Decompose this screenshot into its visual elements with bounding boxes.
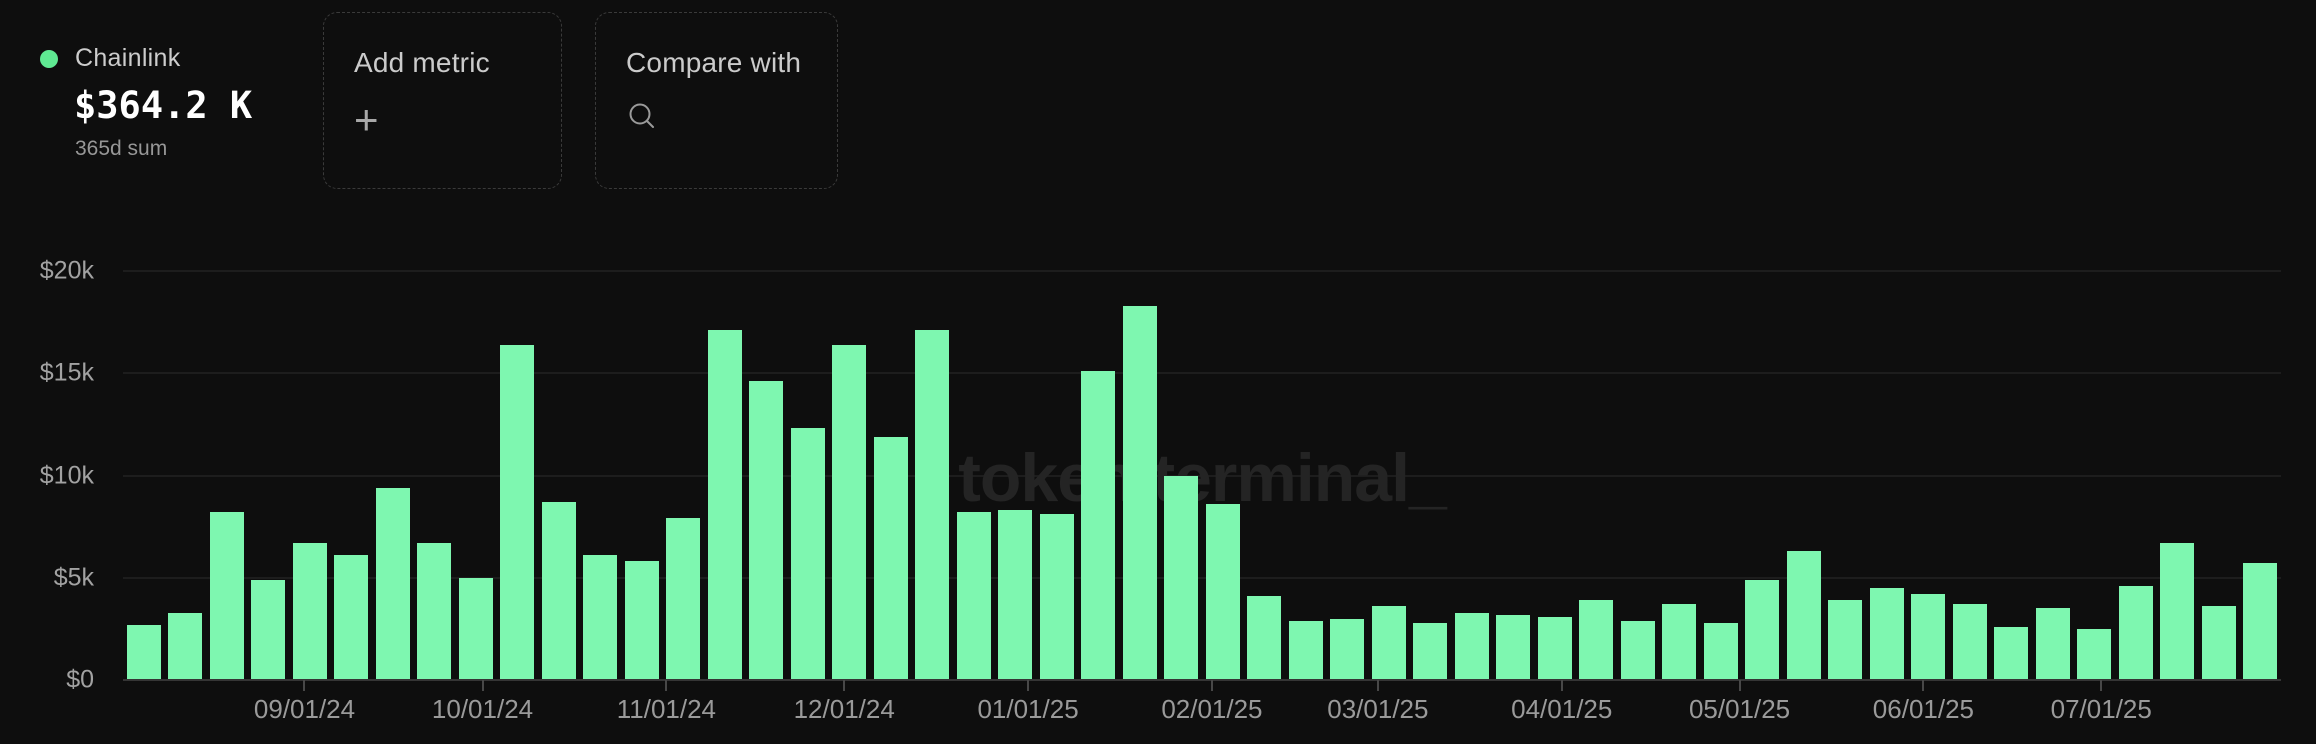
chainlink-legend-dot	[40, 49, 58, 68]
bar-week-46[interactable]	[1994, 626, 2029, 680]
x-axis-label: 02/01/25	[1161, 694, 1263, 724]
bar-week-42[interactable]	[1828, 600, 1863, 680]
gridline-$15k	[123, 372, 2281, 375]
bar-week-7[interactable]	[375, 487, 410, 680]
bar-week-14[interactable]	[666, 518, 701, 680]
bar-week-37[interactable]	[1620, 620, 1655, 680]
x-axis-line	[123, 679, 2281, 681]
bar-week-17[interactable]	[790, 428, 825, 680]
chainlink-legend-label: Chainlink	[75, 44, 181, 72]
x-tick-07/01/25	[2100, 680, 2103, 691]
bar-week-45[interactable]	[1952, 604, 1987, 680]
bar-week-2[interactable]	[168, 612, 203, 680]
x-tick-03/01/25	[1376, 680, 1379, 691]
bar-week-34[interactable]	[1496, 614, 1531, 680]
bar-week-52[interactable]	[2243, 563, 2278, 680]
bar-week-28[interactable]	[1247, 596, 1282, 680]
bar-week-39[interactable]	[1703, 622, 1738, 680]
bar-week-50[interactable]	[2160, 543, 2195, 680]
x-axis-label: 11/01/24	[616, 694, 717, 724]
bar-week-35[interactable]	[1537, 616, 1572, 680]
add-metric-card[interactable]: Add metric +	[323, 12, 562, 189]
bar-week-49[interactable]	[2118, 585, 2153, 680]
search-icon	[629, 103, 654, 128]
token-terminal-watermark: token terminal_	[958, 440, 1447, 516]
x-tick-04/01/25	[1560, 680, 1563, 691]
gridline-$5k	[123, 576, 2281, 579]
bar-week-24[interactable]	[1081, 371, 1116, 680]
bar-week-29[interactable]	[1288, 620, 1323, 680]
bar-week-21[interactable]	[956, 512, 991, 680]
bar-week-48[interactable]	[2077, 628, 2112, 680]
bar-week-22[interactable]	[998, 510, 1033, 680]
bar-week-25[interactable]	[1122, 305, 1157, 680]
bar-week-31[interactable]	[1371, 606, 1406, 680]
y-axis-label: $0	[66, 665, 94, 694]
bar-week-19[interactable]	[873, 436, 908, 680]
bar-week-15[interactable]	[707, 330, 742, 680]
bar-week-20[interactable]	[915, 330, 950, 680]
compare-with-card[interactable]: Compare with	[595, 12, 838, 189]
bar-week-23[interactable]	[1039, 514, 1074, 680]
x-tick-06/01/25	[1922, 680, 1925, 691]
bar-week-32[interactable]	[1413, 622, 1448, 680]
bar-week-41[interactable]	[1786, 551, 1821, 680]
x-tick-11/01/24	[665, 680, 668, 691]
compare-with-label: Compare with	[626, 47, 802, 78]
bar-week-51[interactable]	[2201, 606, 2236, 680]
bar-week-26[interactable]	[1164, 475, 1199, 680]
x-axis-label: 03/01/25	[1327, 694, 1429, 724]
y-axis-label: $15k	[39, 358, 94, 387]
x-tick-02/01/25	[1210, 680, 1213, 691]
bar-week-30[interactable]	[1330, 618, 1365, 680]
x-tick-01/01/25	[1027, 680, 1030, 691]
bar-week-47[interactable]	[2035, 608, 2070, 680]
x-axis-label: 10/01/24	[431, 694, 534, 724]
chainlink-legend[interactable]: Chainlink	[40, 44, 181, 73]
bar-week-13[interactable]	[624, 561, 659, 680]
bar-week-33[interactable]	[1454, 612, 1489, 680]
metric-total-value: $364.2 K	[74, 84, 253, 127]
x-axis-label: 09/01/24	[253, 694, 356, 724]
y-axis-label: $10k	[39, 461, 94, 489]
bar-week-11[interactable]	[541, 502, 576, 680]
x-axis-label: 05/01/25	[1688, 694, 1791, 724]
bar-week-40[interactable]	[1745, 579, 1780, 680]
bar-week-12[interactable]	[583, 555, 618, 680]
x-tick-12/01/24	[843, 680, 846, 691]
bar-week-5[interactable]	[292, 543, 327, 680]
bar-week-43[interactable]	[1869, 587, 1904, 680]
x-tick-10/01/24	[481, 680, 484, 691]
x-axis-label: 12/01/24	[793, 694, 895, 724]
x-axis-label: 04/01/25	[1511, 694, 1613, 724]
x-axis-label: 07/01/25	[2050, 694, 2152, 724]
metric-total-caption: 365d sum	[75, 137, 168, 160]
bar-week-44[interactable]	[1911, 594, 1946, 680]
add-metric-label: Add metric	[354, 47, 490, 78]
bar-week-10[interactable]	[500, 344, 535, 680]
y-axis-label: $20k	[39, 256, 94, 285]
x-axis-label: 06/01/25	[1872, 694, 1975, 724]
bar-week-36[interactable]	[1579, 600, 1614, 680]
bar-week-27[interactable]	[1205, 504, 1240, 680]
x-tick-05/01/25	[1738, 680, 1741, 691]
x-tick-09/01/24	[303, 680, 306, 691]
bar-week-38[interactable]	[1662, 604, 1697, 680]
bar-week-6[interactable]	[334, 555, 369, 680]
bar-week-3[interactable]	[209, 512, 244, 680]
bar-week-4[interactable]	[251, 579, 286, 680]
bar-week-8[interactable]	[417, 543, 452, 680]
bar-week-18[interactable]	[832, 344, 867, 680]
y-axis-label: $5k	[53, 563, 94, 592]
bar-week-1[interactable]	[126, 624, 161, 680]
bar-week-9[interactable]	[458, 577, 493, 680]
bar-week-16[interactable]	[749, 381, 784, 680]
plus-icon: +	[354, 96, 379, 143]
gridline-$20k	[123, 270, 2281, 272]
gridline-$10k	[123, 474, 2281, 477]
x-axis-label: 01/01/25	[977, 694, 1079, 724]
